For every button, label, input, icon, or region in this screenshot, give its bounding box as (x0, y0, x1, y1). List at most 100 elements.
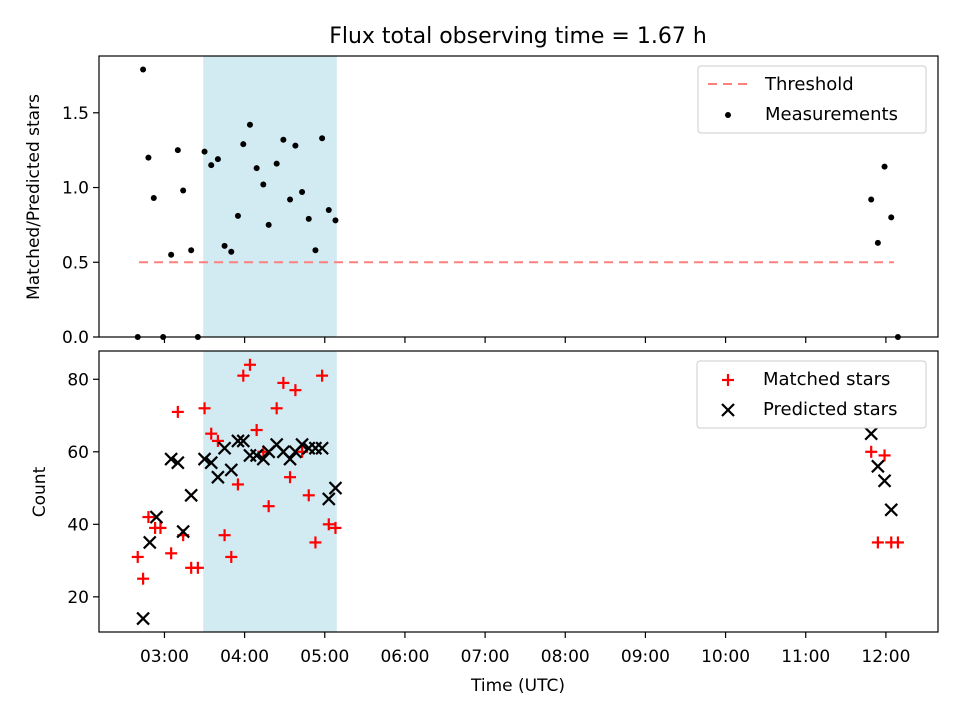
matched-star-marker (165, 547, 178, 560)
matched-star-marker (171, 405, 184, 418)
predicted-star-marker (236, 434, 251, 448)
matched-star-marker (131, 550, 144, 563)
matched-star-marker (137, 572, 150, 585)
x-tick-label: 03:00 (140, 647, 189, 667)
predicted-star-marker (142, 535, 157, 550)
top-x-ticks (163, 337, 887, 343)
matched-star-marker (237, 369, 250, 382)
predicted-star-marker (176, 524, 190, 539)
predicted-star-marker (164, 452, 178, 466)
legend-predicted-label: Predicted stars (763, 399, 897, 420)
measurement-point (292, 142, 299, 149)
matched-star-marker (289, 384, 302, 397)
y-tick-label: 60 (67, 443, 89, 463)
measurement-point (234, 212, 241, 219)
predicted-star-marker (204, 455, 219, 470)
y-tick-label: 40 (67, 515, 89, 535)
measurement-point (319, 135, 326, 142)
x-tick-label: 07:00 (461, 647, 510, 667)
top-panel: 0.0 0.5 1.0 1.5 Matched/Predicted stars Thr… (24, 55, 939, 348)
legend-matched-swatch (722, 374, 734, 386)
matched-star-marker (302, 489, 315, 502)
x-tick-label: 04:00 (220, 647, 269, 667)
y-tick-label: 20 (67, 588, 89, 608)
measurement-point (325, 206, 332, 213)
predicted-star-marker (149, 510, 164, 524)
legend-predicted-swatch (721, 403, 735, 417)
legend-threshold-label: Threshold (764, 74, 854, 95)
measurement-point (145, 154, 152, 161)
predicted-star-marker (171, 455, 185, 470)
matched-star-marker (871, 536, 884, 549)
matched-star-marker (198, 402, 211, 415)
predicted-star-marker (197, 452, 212, 466)
predicted-star-marker (211, 470, 225, 484)
bottom-legend-box (696, 360, 927, 429)
top-axes-frame (98, 55, 939, 338)
legend-matched-label: Matched stars (763, 369, 890, 390)
matched-star-marker (191, 561, 204, 574)
matched-star-marker (154, 521, 167, 534)
predicted-star-marker (322, 492, 336, 506)
measurement-point (287, 196, 294, 203)
predicted-star-marker (315, 441, 329, 455)
bottom-legend: Matched stars Predicted stars (696, 360, 927, 429)
bottom-y-ticks: 20 40 60 80 (67, 370, 99, 608)
x-tick-label: 11:00 (781, 647, 830, 667)
top-shaded-region (203, 56, 337, 337)
y-tick-label: 1.5 (62, 104, 89, 124)
measurement-point (888, 214, 895, 221)
predicted-star-marker (283, 452, 297, 466)
x-tick-label: 05:00 (300, 647, 349, 667)
measurement-point (881, 163, 888, 170)
measurement-point (188, 247, 195, 254)
measurement-point (260, 181, 267, 188)
bottom-markers (131, 358, 904, 626)
measurement-point (332, 217, 339, 224)
matched-star-marker (270, 402, 283, 415)
measurement-point (246, 121, 253, 128)
predicted-star-marker (871, 459, 885, 474)
x-axis-label: Time (UTC) (470, 676, 565, 696)
measurement-point (180, 187, 187, 194)
top-measurements (134, 66, 901, 340)
x-tick-label: 06:00 (380, 647, 429, 667)
legend-measurements-label: Measurements (765, 104, 898, 125)
predicted-star-marker (295, 437, 309, 452)
measurement-point (874, 239, 881, 246)
y-tick-label: 0.5 (62, 253, 89, 273)
matched-star-marker (878, 449, 891, 462)
bottom-shaded-region (203, 351, 337, 632)
measurement-point (221, 242, 228, 249)
predicted-star-marker (217, 441, 232, 455)
predicted-star-marker (231, 434, 245, 448)
y-tick-label: 0.0 (62, 328, 89, 348)
predicted-star-marker (256, 452, 271, 466)
predicted-star-marker (877, 474, 892, 488)
measurement-point (253, 165, 260, 172)
measurement-point (214, 156, 221, 163)
matched-star-marker (891, 536, 904, 549)
measurement-point (280, 136, 287, 143)
predicted-star-marker (884, 503, 899, 517)
predicted-star-marker (864, 426, 878, 441)
matched-star-marker (316, 369, 329, 382)
matched-star-marker (243, 358, 256, 371)
bottom-x-ticks: 03:00 04:00 05:00 06:00 07:00 08:00 09:00 10:00… (140, 632, 910, 667)
measurement-point (208, 162, 215, 169)
predicted-star-marker (328, 481, 343, 495)
measurement-point (868, 196, 875, 203)
measurement-point (273, 160, 280, 167)
matched-star-marker (211, 434, 224, 447)
measurement-point (265, 221, 272, 228)
bottom-y-label: Count (30, 466, 50, 517)
matched-star-marker (205, 427, 218, 440)
matched-star-marker (329, 521, 342, 534)
matched-star-marker (142, 511, 155, 524)
predicted-star-marker (184, 488, 198, 503)
top-legend-box (697, 65, 927, 134)
matched-star-marker (309, 536, 322, 549)
measurement-point (240, 141, 247, 148)
